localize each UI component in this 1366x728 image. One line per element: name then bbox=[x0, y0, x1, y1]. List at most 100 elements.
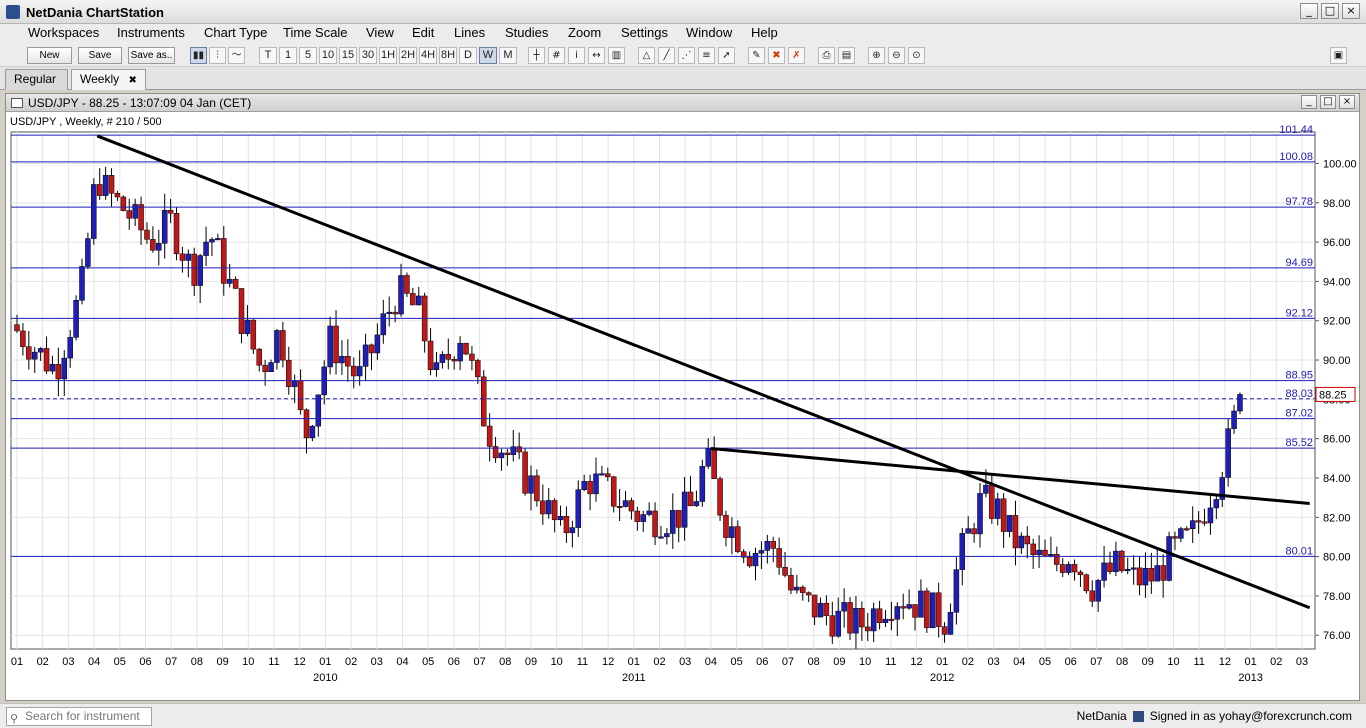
menu-time-scale[interactable]: Time Scale bbox=[283, 25, 348, 40]
candle-body bbox=[865, 626, 871, 632]
x-tick-label: 04 bbox=[88, 656, 100, 668]
menu-instruments[interactable]: Instruments bbox=[117, 25, 185, 40]
delete-lines-icon[interactable]: ✖ bbox=[768, 47, 785, 64]
timeframe-monthly[interactable]: M bbox=[499, 47, 517, 64]
fibonacci-icon[interactable]: ≡ bbox=[698, 47, 715, 64]
candle-body bbox=[587, 481, 593, 495]
menu-chart-type[interactable]: Chart Type bbox=[204, 25, 268, 40]
tab-close-icon[interactable]: ✖ bbox=[128, 75, 137, 86]
chart-minimize-button[interactable]: _ bbox=[1301, 95, 1317, 109]
candle-body bbox=[859, 608, 865, 628]
menu-lines[interactable]: Lines bbox=[454, 25, 486, 40]
scroll-icon[interactable]: ↔ bbox=[588, 47, 605, 64]
candle-body bbox=[1136, 567, 1143, 586]
menu-studies[interactable]: Studies bbox=[505, 25, 549, 40]
candle-body bbox=[1071, 564, 1078, 573]
timeframe-4h[interactable]: 4H bbox=[419, 47, 437, 64]
menu-settings[interactable]: Settings bbox=[621, 25, 668, 40]
menu-edit[interactable]: Edit bbox=[412, 25, 435, 40]
pencil-icon[interactable]: ✎ bbox=[748, 47, 765, 64]
candle-body bbox=[469, 353, 475, 361]
candle-body bbox=[1148, 568, 1155, 582]
timeframe-tick[interactable]: T bbox=[259, 47, 277, 64]
panel-toggle-icon[interactable]: ▣ bbox=[1330, 47, 1347, 64]
candle-body bbox=[1024, 535, 1031, 545]
chart-close-button[interactable]: × bbox=[1339, 95, 1355, 109]
candle-body bbox=[1160, 565, 1166, 581]
candle-body bbox=[581, 481, 587, 490]
instrument-search-input[interactable]: ⚲ Search for instrument bbox=[6, 707, 152, 726]
status-bar: ⚲ Search for instrument NetDania Signed … bbox=[0, 703, 1366, 728]
minimize-button[interactable]: _ bbox=[1300, 3, 1318, 19]
print-preview-icon[interactable]: ▤ bbox=[838, 47, 855, 64]
candle-body bbox=[569, 527, 576, 534]
chart-window-titlebar: USD/JPY - 88.25 - 13:07:09 04 Jan (CET) … bbox=[6, 94, 1359, 112]
zoom-reset-icon[interactable]: ⊙ bbox=[908, 47, 925, 64]
workspace-tabs: Regular Weekly ✖ bbox=[0, 67, 1366, 90]
timeframe-5min[interactable]: 5 bbox=[299, 47, 317, 64]
candle-body bbox=[681, 491, 688, 528]
trend-line-icon[interactable]: ╱ bbox=[658, 47, 675, 64]
fan-lines-icon[interactable]: ⋰ bbox=[678, 47, 695, 64]
x-tick-label: 01 bbox=[1244, 656, 1256, 668]
new-button[interactable]: New bbox=[27, 47, 72, 64]
print-icon[interactable]: ⎙ bbox=[818, 47, 835, 64]
menu-view[interactable]: View bbox=[366, 25, 394, 40]
candle-body bbox=[1119, 550, 1125, 572]
timeframe-1min[interactable]: 1 bbox=[279, 47, 297, 64]
bar-chart-icon[interactable]: ⫶ bbox=[209, 47, 226, 64]
candle-body bbox=[67, 337, 73, 359]
cursor-icon[interactable]: ➚ bbox=[718, 47, 735, 64]
timeframe-10min[interactable]: 10 bbox=[319, 47, 337, 64]
candle-body bbox=[1000, 498, 1007, 532]
candle-body bbox=[96, 184, 103, 196]
candle-body bbox=[14, 324, 20, 332]
x-tick-label: 05 bbox=[114, 656, 126, 668]
timeframe-1h[interactable]: 1H bbox=[379, 47, 397, 64]
save-button[interactable]: Save bbox=[78, 47, 122, 64]
candlestick-chart-icon[interactable]: ▮▮ bbox=[190, 47, 207, 64]
zoom-in-icon[interactable]: ⊕ bbox=[868, 47, 885, 64]
x-tick-label: 01 bbox=[319, 656, 331, 668]
x-tick-label: 02 bbox=[1270, 656, 1282, 668]
chart-maximize-button[interactable]: □ bbox=[1320, 95, 1336, 109]
y-tick-label: 76.00 bbox=[1323, 630, 1351, 642]
save-as-button[interactable]: Save as.. bbox=[128, 47, 175, 64]
candle-body bbox=[540, 500, 546, 515]
y-tick-label: 98.00 bbox=[1323, 198, 1351, 210]
search-icon: ⚲ bbox=[10, 712, 19, 725]
crosshair-icon[interactable]: ┼ bbox=[528, 47, 545, 64]
timeframe-weekly[interactable]: W bbox=[479, 47, 497, 64]
volume-icon[interactable]: ▥ bbox=[608, 47, 625, 64]
status-info: NetDania Signed in as yohay@forexcrunch.… bbox=[1077, 709, 1352, 723]
timeframe-daily[interactable]: D bbox=[459, 47, 477, 64]
menu-zoom[interactable]: Zoom bbox=[568, 25, 602, 40]
tab-regular[interactable]: Regular bbox=[5, 69, 68, 90]
info-icon[interactable]: i bbox=[568, 47, 585, 64]
menu-workspaces[interactable]: Workspaces bbox=[28, 25, 100, 40]
timeframe-2h[interactable]: 2H bbox=[399, 47, 417, 64]
timeframe-8h[interactable]: 8H bbox=[439, 47, 457, 64]
bell-icon[interactable]: △ bbox=[638, 47, 655, 64]
candle-body bbox=[26, 346, 32, 360]
tab-weekly[interactable]: Weekly ✖ bbox=[71, 69, 146, 90]
candle-body bbox=[150, 239, 156, 251]
line-chart-icon[interactable]: 〜 bbox=[228, 47, 245, 64]
last-price-label: 88.25 bbox=[1319, 389, 1347, 401]
candle-body bbox=[49, 364, 56, 372]
candle-body bbox=[362, 344, 369, 367]
candle-body bbox=[906, 604, 912, 609]
candle-body bbox=[410, 293, 416, 306]
menu-help[interactable]: Help bbox=[751, 25, 778, 40]
timeframe-15min[interactable]: 15 bbox=[339, 47, 357, 64]
grid-icon[interactable]: # bbox=[548, 47, 565, 64]
candle-body bbox=[1012, 515, 1019, 549]
menu-window[interactable]: Window bbox=[686, 25, 733, 40]
candle-body bbox=[463, 342, 469, 355]
candlestick-chart[interactable]: USD/JPY , Weekly, # 210 / 500 01 02 03 04 05 0… bbox=[6, 112, 1359, 700]
delete-all-icon[interactable]: ✗ bbox=[788, 47, 805, 64]
maximize-button[interactable]: □ bbox=[1321, 3, 1339, 19]
zoom-out-icon[interactable]: ⊖ bbox=[888, 47, 905, 64]
timeframe-30min[interactable]: 30 bbox=[359, 47, 377, 64]
close-button[interactable]: × bbox=[1342, 3, 1360, 19]
